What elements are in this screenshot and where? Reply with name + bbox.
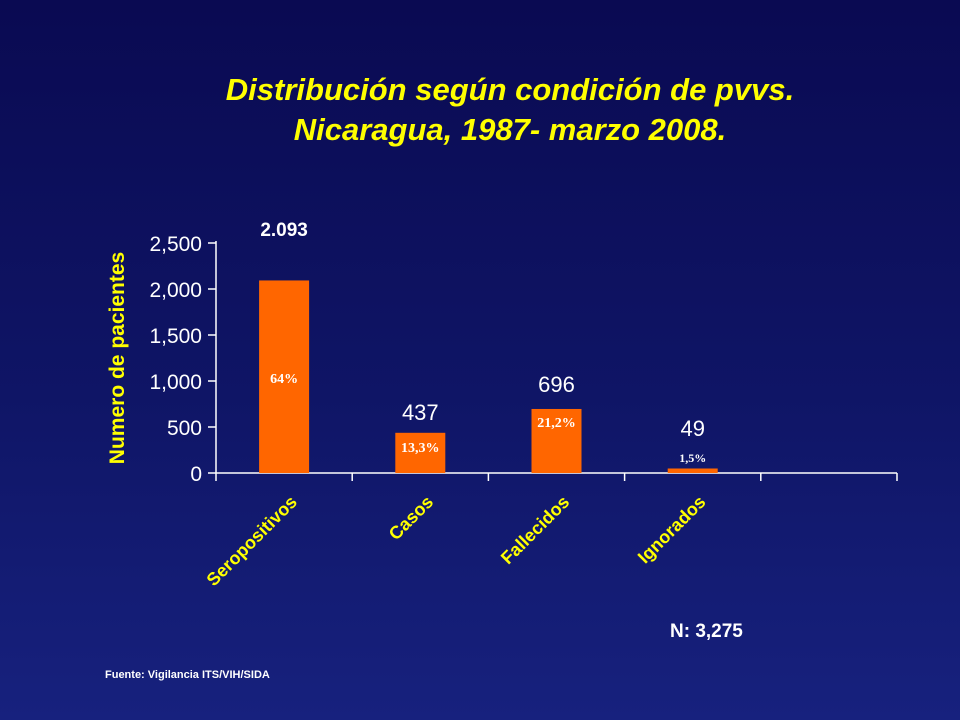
- y-tick-label: 1,500: [149, 325, 202, 348]
- y-tick-label: 0: [190, 463, 202, 486]
- x-category-label: Fallecidos: [497, 492, 573, 568]
- x-category-label: Seropositivos: [203, 492, 301, 590]
- bar-seropositivos: [259, 280, 310, 473]
- value-label: 437: [402, 400, 439, 425]
- percent-label: 1,5%: [679, 451, 706, 465]
- chart-title-line-1: Distribución según condición de pvvs.: [225, 72, 795, 107]
- source-note: Fuente: Vigilancia ITS/VIH/SIDA: [105, 669, 270, 681]
- y-tick-label: 1,000: [149, 371, 202, 394]
- y-axis-label: Numero de pacientes: [106, 252, 129, 464]
- y-tick-label: 2,500: [149, 233, 202, 256]
- y-tick-label: 2,000: [149, 279, 202, 302]
- bar-casos: [395, 432, 446, 473]
- x-category-label: Casos: [385, 492, 437, 544]
- bar-ignorados: [667, 468, 718, 473]
- total-count: N: 3,275: [670, 621, 743, 642]
- y-tick-label: 500: [167, 417, 202, 440]
- value-label: 696: [538, 372, 575, 397]
- percent-label: 13,3%: [401, 441, 440, 456]
- chart-title: Distribución según condición de pvvs. Ni…: [150, 70, 870, 150]
- value-label: 49: [680, 416, 704, 441]
- percent-label: 21,2%: [537, 416, 576, 431]
- x-category-label: Ignorados: [634, 492, 710, 568]
- value-label: 2.093: [260, 220, 308, 241]
- chart-title-line-2: Nicaragua, 1987- marzo 2008.: [293, 112, 727, 147]
- bar-fallecidos: [531, 408, 582, 473]
- percent-label: 64%: [270, 372, 298, 387]
